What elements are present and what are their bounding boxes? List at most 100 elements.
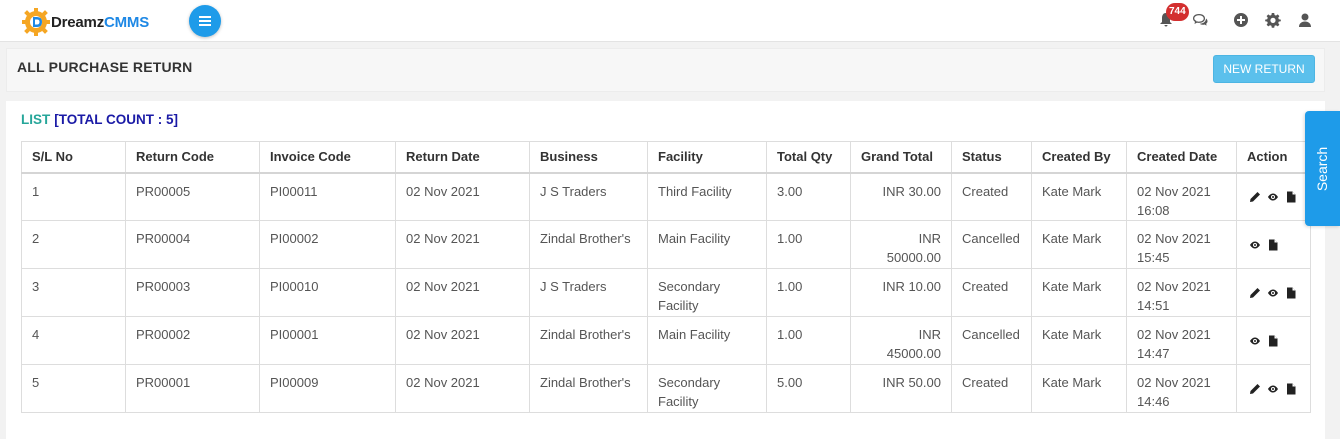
cell-created-by: Kate Mark [1031,220,1127,269]
cell-status: Created [951,364,1032,413]
cell-status: Cancelled [951,316,1032,365]
document-action-button[interactable] [1267,335,1279,347]
edit-action-button[interactable] [1249,191,1261,203]
cell-return-code: PR00002 [125,316,260,365]
cell-created-date: 02 Nov 2021 14:51 [1126,268,1237,317]
table-row: 3 PR00003 PI00010 02 Nov 2021 J S Traders Sec… [21,268,1311,317]
cell-sl-no: 4 [21,316,126,365]
cell-grand-total: INR 45000.00 [850,316,952,365]
cell-grand-total: INR 10.00 [850,268,952,317]
hamburger-icon [199,16,211,26]
edit-action-button[interactable] [1249,383,1261,395]
settings-button[interactable] [1264,11,1282,29]
column-header-sl-no[interactable]: S/L No [21,141,126,174]
column-header-return-date[interactable]: Return Date [395,141,530,174]
action-group [1247,383,1300,395]
cell-actions [1236,220,1311,269]
purchase-return-table: S/L No Return Code Invoice Code Return D… [21,141,1311,413]
cell-invoice-code: PI00001 [259,316,396,365]
messages-button[interactable] [1191,11,1209,29]
cell-facility: Secondary Facility [647,268,767,317]
cell-sl-no: 5 [21,364,126,413]
edit-icon [1250,287,1260,298]
cell-facility: Third Facility [647,172,767,221]
column-header-created-date[interactable]: Created Date [1126,141,1237,174]
document-icon [1287,191,1296,203]
view-icon [1268,289,1278,296]
cell-grand-total: INR 30.00 [850,172,952,221]
column-header-created-by[interactable]: Created By [1031,141,1127,174]
add-button[interactable] [1232,11,1250,29]
cell-actions [1236,364,1311,413]
table-row: 5 PR00001 PI00009 02 Nov 2021 Zindal Brother… [21,364,1311,413]
table-row: 4 PR00002 PI00001 02 Nov 2021 Zindal Brother… [21,316,1311,365]
user-profile-button[interactable] [1296,11,1314,29]
cell-created-date: 02 Nov 2021 15:45 [1126,220,1237,269]
view-action-button[interactable] [1267,191,1279,203]
cell-total-qty: 1.00 [766,220,851,269]
document-icon [1287,287,1296,298]
column-header-status[interactable]: Status [951,141,1032,174]
cell-status: Created [951,172,1032,221]
list-card: LIST [TOTAL COUNT : 5] S/L No Return Code… [6,101,1325,439]
column-header-return-code[interactable]: Return Code [125,141,260,174]
column-header-action: Action [1236,141,1311,174]
search-side-tab[interactable]: Search [1305,111,1340,226]
cell-created-by: Kate Mark [1031,316,1127,365]
cell-created-date: 02 Nov 2021 14:47 [1126,316,1237,365]
cell-total-qty: 1.00 [766,268,851,317]
view-action-button[interactable] [1249,239,1261,251]
cell-sl-no: 1 [21,172,126,221]
view-action-button[interactable] [1267,383,1279,395]
view-icon [1250,337,1260,344]
cell-actions [1236,268,1311,317]
document-action-button[interactable] [1285,383,1297,395]
cell-sl-no: 3 [21,268,126,317]
document-icon [1269,239,1278,250]
document-action-button[interactable] [1267,239,1279,251]
edit-action-button[interactable] [1249,287,1261,299]
gear-icon [1265,13,1281,28]
column-header-grand-total[interactable]: Grand Total [850,141,952,174]
column-header-business[interactable]: Business [529,141,648,174]
search-tab-label: Search [1314,146,1331,191]
column-header-total-qty[interactable]: Total Qty [766,141,851,174]
cell-status: Created [951,268,1032,317]
view-action-button[interactable] [1267,287,1279,299]
document-action-button[interactable] [1285,287,1297,299]
column-header-invoice-code[interactable]: Invoice Code [259,141,396,174]
app-name: DreamzCMMS [51,13,150,31]
cell-invoice-code: PI00002 [259,220,396,269]
cell-facility: Main Facility [647,316,767,365]
new-return-button[interactable]: NEW RETURN [1213,55,1315,83]
cell-total-qty: 5.00 [766,364,851,413]
document-action-button[interactable] [1285,191,1297,203]
app-logo[interactable]: DreamzCMMS [22,8,149,36]
menu-toggle-button[interactable] [189,5,221,37]
column-header-facility[interactable]: Facility [647,141,767,174]
cell-sl-no: 2 [21,220,126,269]
cell-created-by: Kate Mark [1031,364,1127,413]
cell-total-qty: 3.00 [766,172,851,221]
list-label: LIST [21,112,51,127]
action-group [1247,239,1300,251]
cell-facility: Secondary Facility [647,364,767,413]
cell-actions [1236,316,1311,365]
cell-created-date: 02 Nov 2021 14:46 [1126,364,1237,413]
action-group [1247,335,1300,347]
cell-created-by: Kate Mark [1031,172,1127,221]
view-action-button[interactable] [1249,335,1261,347]
table-row: 1 PR00005 PI00011 02 Nov 2021 J S Traders Thi… [21,172,1311,221]
view-icon [1268,193,1278,201]
edit-icon [1250,383,1260,394]
cell-business: J S Traders [529,172,648,221]
page-header: ALL PURCHASE RETURN NEW RETURN [6,48,1325,92]
table-row: 2 PR00004 PI00002 02 Nov 2021 Zindal Brother… [21,220,1311,269]
cell-return-date: 02 Nov 2021 [395,268,530,317]
cell-invoice-code: PI00011 [259,172,396,221]
edit-icon [1250,191,1260,202]
cell-return-code: PR00003 [125,268,260,317]
cell-created-date: 02 Nov 2021 16:08 [1126,172,1237,221]
table-header-row: S/L No Return Code Invoice Code Return D… [21,141,1311,174]
cell-return-code: PR00004 [125,220,260,269]
